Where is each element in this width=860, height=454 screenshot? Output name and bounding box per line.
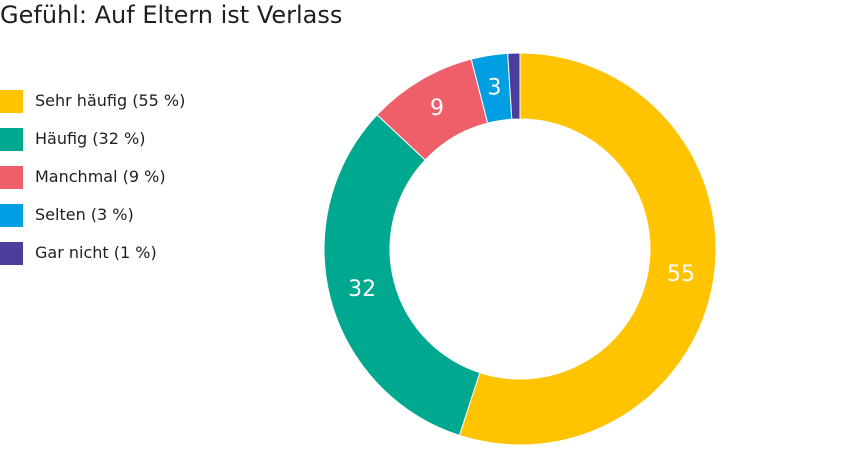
chart-title: Gefühl: Auf Eltern ist Verlass — [0, 1, 343, 29]
legend-swatch-haeufig — [0, 127, 23, 151]
slice-label-selten: 3 — [488, 76, 502, 101]
legend-item-haeufig: Häufig (32 %) — [0, 127, 145, 151]
slice-label-sehr-haeufig: 55 — [667, 262, 695, 287]
legend-item-manchmal: Manchmal (9 %) — [0, 165, 166, 189]
legend-item-selten: Selten (3 %) — [0, 203, 134, 227]
legend-swatch-selten — [0, 203, 23, 227]
legend-swatch-gar-nicht — [0, 241, 23, 265]
slice-gar-nicht — [507, 52, 521, 120]
slice-label-haeufig: 32 — [348, 277, 376, 302]
legend-item-sehr-haeufig: Sehr häufig (55 %) — [0, 89, 185, 113]
slice-sehr-haeufig — [458, 52, 717, 446]
slice-haeufig — [323, 114, 481, 437]
legend-swatch-manchmal — [0, 165, 23, 189]
legend-label-gar-nicht: Gar nicht (1 %) — [35, 243, 157, 262]
legend-label-manchmal: Manchmal (9 %) — [35, 167, 166, 186]
legend-swatch-sehr-haeufig — [0, 89, 23, 113]
legend-label-selten: Selten (3 %) — [35, 205, 134, 224]
legend-item-gar-nicht: Gar nicht (1 %) — [0, 241, 157, 265]
slice-label-manchmal: 9 — [430, 96, 444, 121]
legend-label-sehr-haeufig: Sehr häufig (55 %) — [35, 91, 186, 110]
legend-label-haeufig: Häufig (32 %) — [35, 129, 146, 148]
